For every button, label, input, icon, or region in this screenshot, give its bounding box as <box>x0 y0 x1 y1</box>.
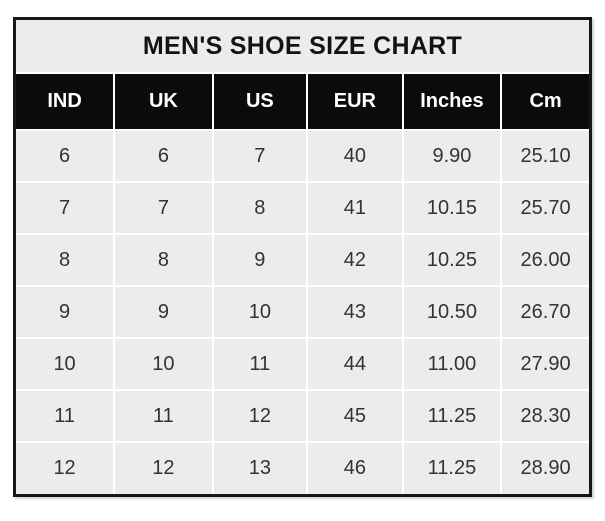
cell-uk: 6 <box>113 128 214 184</box>
cell-cm: 25.70 <box>500 181 592 236</box>
cell-uk: 11 <box>113 389 214 444</box>
cell-ind: 9 <box>13 285 116 340</box>
table-row: 12 12 13 46 11.25 28.90 <box>13 441 592 497</box>
cell-ind: 8 <box>13 233 116 288</box>
cell-cm: 26.00 <box>500 233 592 288</box>
cell-inches: 11.25 <box>401 441 503 497</box>
table-row: 6 6 7 40 9.90 25.10 <box>13 128 592 184</box>
cell-ind: 12 <box>13 441 116 497</box>
cell-us: 8 <box>211 181 309 236</box>
cell-ind: 7 <box>13 181 116 236</box>
cell-eur: 41 <box>306 181 404 236</box>
cell-ind: 10 <box>13 337 116 392</box>
table-row: 8 8 9 42 10.25 26.00 <box>13 233 592 288</box>
column-header-uk: UK <box>113 72 214 131</box>
cell-cm: 27.90 <box>500 337 592 392</box>
cell-eur: 45 <box>306 389 404 444</box>
cell-inches: 11.25 <box>401 389 503 444</box>
table-row: 9 9 10 43 10.50 26.70 <box>13 285 592 340</box>
cell-inches: 10.25 <box>401 233 503 288</box>
cell-uk: 12 <box>113 441 214 497</box>
cell-us: 7 <box>211 128 309 184</box>
cell-eur: 43 <box>306 285 404 340</box>
cell-us: 10 <box>211 285 309 340</box>
cell-eur: 44 <box>306 337 404 392</box>
column-header-eur: EUR <box>306 72 404 131</box>
cell-cm: 28.30 <box>500 389 592 444</box>
cell-uk: 10 <box>113 337 214 392</box>
cell-us: 13 <box>211 441 309 497</box>
column-header-us: US <box>211 72 309 131</box>
cell-us: 12 <box>211 389 309 444</box>
cell-inches: 10.15 <box>401 181 503 236</box>
header-row: IND UK US EUR Inches Cm <box>13 72 592 131</box>
cell-ind: 6 <box>13 128 116 184</box>
column-header-cm: Cm <box>500 72 592 131</box>
page-title: MEN'S SHOE SIZE CHART <box>14 18 591 74</box>
cell-eur: 40 <box>306 128 404 184</box>
cell-inches: 10.50 <box>401 285 503 340</box>
table-row: 7 7 8 41 10.15 25.70 <box>13 181 592 236</box>
cell-uk: 8 <box>113 233 214 288</box>
cell-cm: 26.70 <box>500 285 592 340</box>
column-header-ind: IND <box>13 72 116 131</box>
shoe-size-table: MEN'S SHOE SIZE CHART IND UK US EUR Inch… <box>13 17 592 497</box>
cell-uk: 7 <box>113 181 214 236</box>
cell-cm: 28.90 <box>500 441 592 497</box>
cell-eur: 46 <box>306 441 404 497</box>
cell-us: 9 <box>211 233 309 288</box>
cell-cm: 25.10 <box>500 128 592 184</box>
table-row: 10 10 11 44 11.00 27.90 <box>13 337 592 392</box>
cell-ind: 11 <box>13 389 116 444</box>
cell-uk: 9 <box>113 285 214 340</box>
title-row: MEN'S SHOE SIZE CHART <box>14 18 591 74</box>
cell-inches: 9.90 <box>401 128 503 184</box>
cell-eur: 42 <box>306 233 404 288</box>
cell-us: 11 <box>211 337 309 392</box>
cell-inches: 11.00 <box>401 337 503 392</box>
table-row: 11 11 12 45 11.25 28.30 <box>13 389 592 444</box>
column-header-inches: Inches <box>401 72 503 131</box>
